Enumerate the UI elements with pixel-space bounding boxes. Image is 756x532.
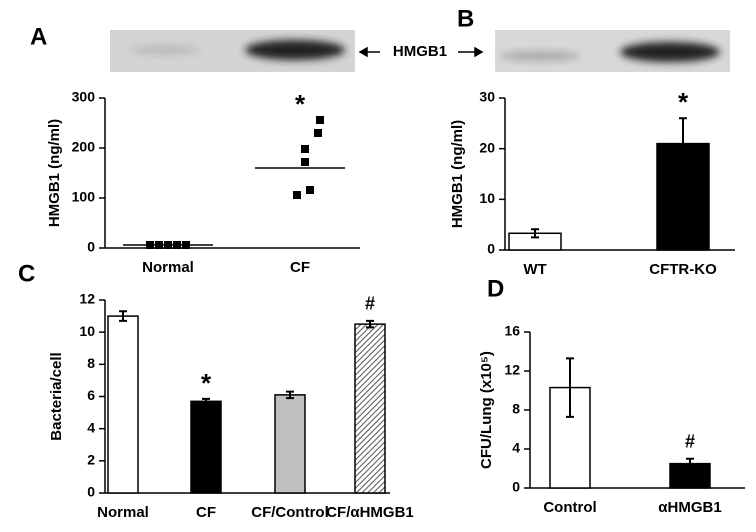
error-bar xyxy=(566,357,574,418)
x-tick-label: Control xyxy=(543,499,596,516)
panel-label: A xyxy=(30,23,47,50)
y-tick-label: 16 xyxy=(504,323,520,339)
y-tick-label: 0 xyxy=(87,239,95,255)
y-tick-label: 10 xyxy=(79,323,95,339)
blot-arrows xyxy=(358,46,484,58)
point xyxy=(301,145,309,153)
y-tick-label: 4 xyxy=(87,419,95,435)
x-tick-label: Normal xyxy=(142,259,194,276)
x-tick-label: Normal xyxy=(97,504,149,521)
annotation: # xyxy=(685,432,695,452)
annotation: * xyxy=(678,87,689,117)
y-tick-label: 2 xyxy=(87,452,95,468)
point xyxy=(293,191,301,199)
x-tick-label: αHMGB1 xyxy=(658,499,721,516)
y-tick-label: 0 xyxy=(512,479,520,495)
error-bar xyxy=(679,117,687,170)
x-tick-label: WT xyxy=(523,261,546,278)
error-bar xyxy=(119,310,127,322)
bar xyxy=(190,400,222,494)
panel-label: C xyxy=(18,260,35,287)
bar xyxy=(274,394,306,494)
y-tick-label: 20 xyxy=(479,139,495,155)
y-axis-title: CFU/Lung (x10⁵) xyxy=(478,351,495,469)
y-tick-label: 200 xyxy=(72,139,96,155)
error-bar xyxy=(202,397,210,405)
y-tick-label: 10 xyxy=(479,190,495,206)
y-axis-title: HMGB1 (ng/ml) xyxy=(449,120,466,228)
x-tick-label: CF xyxy=(196,504,216,521)
blot-label: HMGB1 xyxy=(393,43,447,60)
point xyxy=(314,129,322,137)
y-tick-label: 8 xyxy=(512,401,520,417)
bar xyxy=(354,323,386,494)
point xyxy=(316,116,324,124)
y-tick-label: 12 xyxy=(79,291,95,307)
blot-a xyxy=(110,30,355,72)
y-tick-label: 8 xyxy=(87,355,95,371)
point xyxy=(301,158,309,166)
x-tick-label: CF/Control xyxy=(251,504,328,521)
y-tick-label: 30 xyxy=(479,89,495,105)
point xyxy=(306,186,314,194)
error-bar xyxy=(366,319,374,329)
panel-label: D xyxy=(487,275,504,302)
x-tick-label: CFTR-KO xyxy=(649,261,717,278)
y-tick-label: 4 xyxy=(512,440,520,456)
x-tick-label: CF xyxy=(290,259,310,276)
y-tick-label: 0 xyxy=(87,484,95,500)
annotation: # xyxy=(365,294,375,314)
error-bar xyxy=(686,457,694,470)
y-tick-label: 0 xyxy=(487,241,495,257)
y-axis-title: Bacteria/cell xyxy=(48,352,65,440)
error-bar xyxy=(531,228,539,239)
bar xyxy=(107,315,139,494)
y-tick-label: 6 xyxy=(87,387,95,403)
y-axis-title: HMGB1 (ng/ml) xyxy=(46,119,63,227)
blot-b xyxy=(495,30,730,72)
y-tick-label: 100 xyxy=(72,189,96,205)
y-tick-label: 12 xyxy=(504,362,520,378)
panel-label: B xyxy=(457,5,474,32)
y-tick-label: 300 xyxy=(72,89,96,105)
error-bar xyxy=(286,390,294,400)
x-tick-label: CF/αHMGB1 xyxy=(326,504,414,521)
annotation: * xyxy=(295,89,306,119)
annotation: * xyxy=(201,368,212,398)
